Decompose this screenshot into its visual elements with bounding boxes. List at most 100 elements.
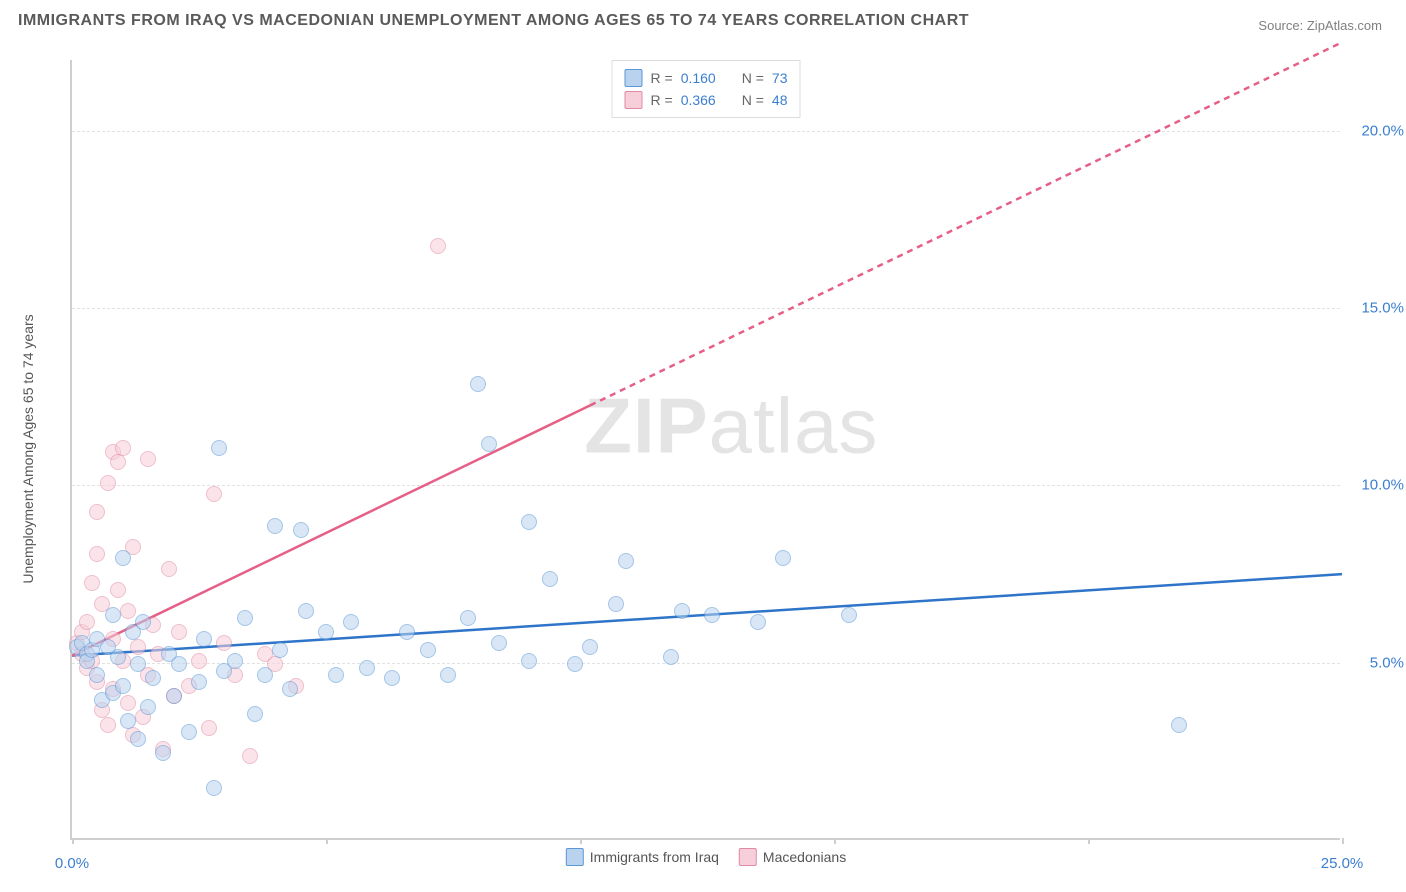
- scatter-point-iraq: [115, 550, 131, 566]
- chart-plot-area: Unemployment Among Ages 65 to 74 years Z…: [70, 60, 1340, 840]
- y-axis-label: Unemployment Among Ages 65 to 74 years: [20, 314, 36, 583]
- scatter-point-iraq: [171, 656, 187, 672]
- source-attribution: Source: ZipAtlas.com: [1258, 18, 1382, 33]
- source-label: Source:: [1258, 18, 1303, 33]
- r-label: R =: [651, 67, 673, 89]
- legend-series-label: Macedonians: [763, 849, 846, 865]
- scatter-point-iraq: [440, 667, 456, 683]
- scatter-point-iraq: [191, 674, 207, 690]
- scatter-point-iraq: [272, 642, 288, 658]
- scatter-point-iraq: [181, 724, 197, 740]
- scatter-point-iraq: [130, 656, 146, 672]
- scatter-point-iraq: [155, 745, 171, 761]
- scatter-point-macedonians: [120, 695, 136, 711]
- x-tick: [1342, 838, 1344, 844]
- n-label: N =: [742, 89, 764, 111]
- scatter-point-iraq: [775, 550, 791, 566]
- scatter-point-iraq: [145, 670, 161, 686]
- r-value: 0.160: [681, 67, 716, 89]
- scatter-point-iraq: [618, 553, 634, 569]
- x-tick: [72, 838, 74, 844]
- scatter-point-iraq: [135, 614, 151, 630]
- scatter-point-iraq: [704, 607, 720, 623]
- scatter-point-macedonians: [100, 717, 116, 733]
- x-tick: [580, 838, 582, 844]
- scatter-point-macedonians: [201, 720, 217, 736]
- scatter-point-iraq: [110, 649, 126, 665]
- scatter-point-iraq: [384, 670, 400, 686]
- scatter-point-iraq: [841, 607, 857, 623]
- scatter-point-iraq: [318, 624, 334, 640]
- gridline: [72, 131, 1340, 132]
- scatter-point-iraq: [542, 571, 558, 587]
- trend-lines-layer: [72, 60, 1340, 838]
- gridline: [72, 485, 1340, 486]
- scatter-point-macedonians: [110, 454, 126, 470]
- watermark-light: atlas: [709, 381, 879, 469]
- scatter-point-macedonians: [140, 451, 156, 467]
- scatter-point-iraq: [359, 660, 375, 676]
- scatter-point-iraq: [582, 639, 598, 655]
- legend-swatch: [625, 69, 643, 87]
- n-value: 73: [772, 67, 788, 89]
- scatter-point-macedonians: [89, 504, 105, 520]
- legend-stat-row: R = 0.160 N = 73: [625, 67, 788, 89]
- scatter-point-iraq: [196, 631, 212, 647]
- scatter-point-macedonians: [161, 561, 177, 577]
- scatter-point-iraq: [105, 607, 121, 623]
- scatter-point-iraq: [567, 656, 583, 672]
- watermark-bold: ZIP: [584, 381, 708, 469]
- r-value: 0.366: [681, 89, 716, 111]
- scatter-point-iraq: [227, 653, 243, 669]
- scatter-point-iraq: [166, 688, 182, 704]
- legend-series: Immigrants from Iraq Macedonians: [566, 848, 846, 866]
- scatter-point-iraq: [237, 610, 253, 626]
- scatter-point-macedonians: [216, 635, 232, 651]
- gridline: [72, 308, 1340, 309]
- legend-series-item: Macedonians: [739, 848, 846, 866]
- scatter-point-iraq: [481, 436, 497, 452]
- scatter-point-iraq: [343, 614, 359, 630]
- scatter-point-iraq: [293, 522, 309, 538]
- scatter-point-macedonians: [120, 603, 136, 619]
- scatter-point-iraq: [399, 624, 415, 640]
- scatter-point-iraq: [663, 649, 679, 665]
- n-label: N =: [742, 67, 764, 89]
- scatter-point-macedonians: [242, 748, 258, 764]
- scatter-point-macedonians: [79, 614, 95, 630]
- legend-series-item: Immigrants from Iraq: [566, 848, 719, 866]
- scatter-point-iraq: [460, 610, 476, 626]
- watermark: ZIPatlas: [584, 380, 878, 471]
- scatter-point-macedonians: [130, 639, 146, 655]
- y-tick-label: 15.0%: [1348, 300, 1404, 317]
- scatter-point-iraq: [608, 596, 624, 612]
- scatter-point-iraq: [750, 614, 766, 630]
- scatter-point-iraq: [120, 713, 136, 729]
- scatter-point-macedonians: [206, 486, 222, 502]
- scatter-point-iraq: [521, 653, 537, 669]
- legend-swatch: [739, 848, 757, 866]
- scatter-point-iraq: [247, 706, 263, 722]
- scatter-point-macedonians: [191, 653, 207, 669]
- scatter-point-iraq: [267, 518, 283, 534]
- scatter-point-macedonians: [171, 624, 187, 640]
- scatter-point-iraq: [298, 603, 314, 619]
- scatter-point-iraq: [140, 699, 156, 715]
- x-tick-label: 25.0%: [1321, 855, 1364, 872]
- y-tick-label: 10.0%: [1348, 477, 1404, 494]
- scatter-point-iraq: [89, 667, 105, 683]
- scatter-point-iraq: [1171, 717, 1187, 733]
- legend-series-label: Immigrants from Iraq: [590, 849, 719, 865]
- x-tick: [834, 838, 836, 844]
- y-tick-label: 5.0%: [1348, 654, 1404, 671]
- y-tick-label: 20.0%: [1348, 122, 1404, 139]
- scatter-point-iraq: [282, 681, 298, 697]
- scatter-point-iraq: [521, 514, 537, 530]
- scatter-point-macedonians: [110, 582, 126, 598]
- legend-swatch: [625, 91, 643, 109]
- x-tick: [1088, 838, 1090, 844]
- scatter-point-iraq: [491, 635, 507, 651]
- chart-title: IMMIGRANTS FROM IRAQ VS MACEDONIAN UNEMP…: [18, 12, 969, 30]
- scatter-point-iraq: [211, 440, 227, 456]
- x-tick: [326, 838, 328, 844]
